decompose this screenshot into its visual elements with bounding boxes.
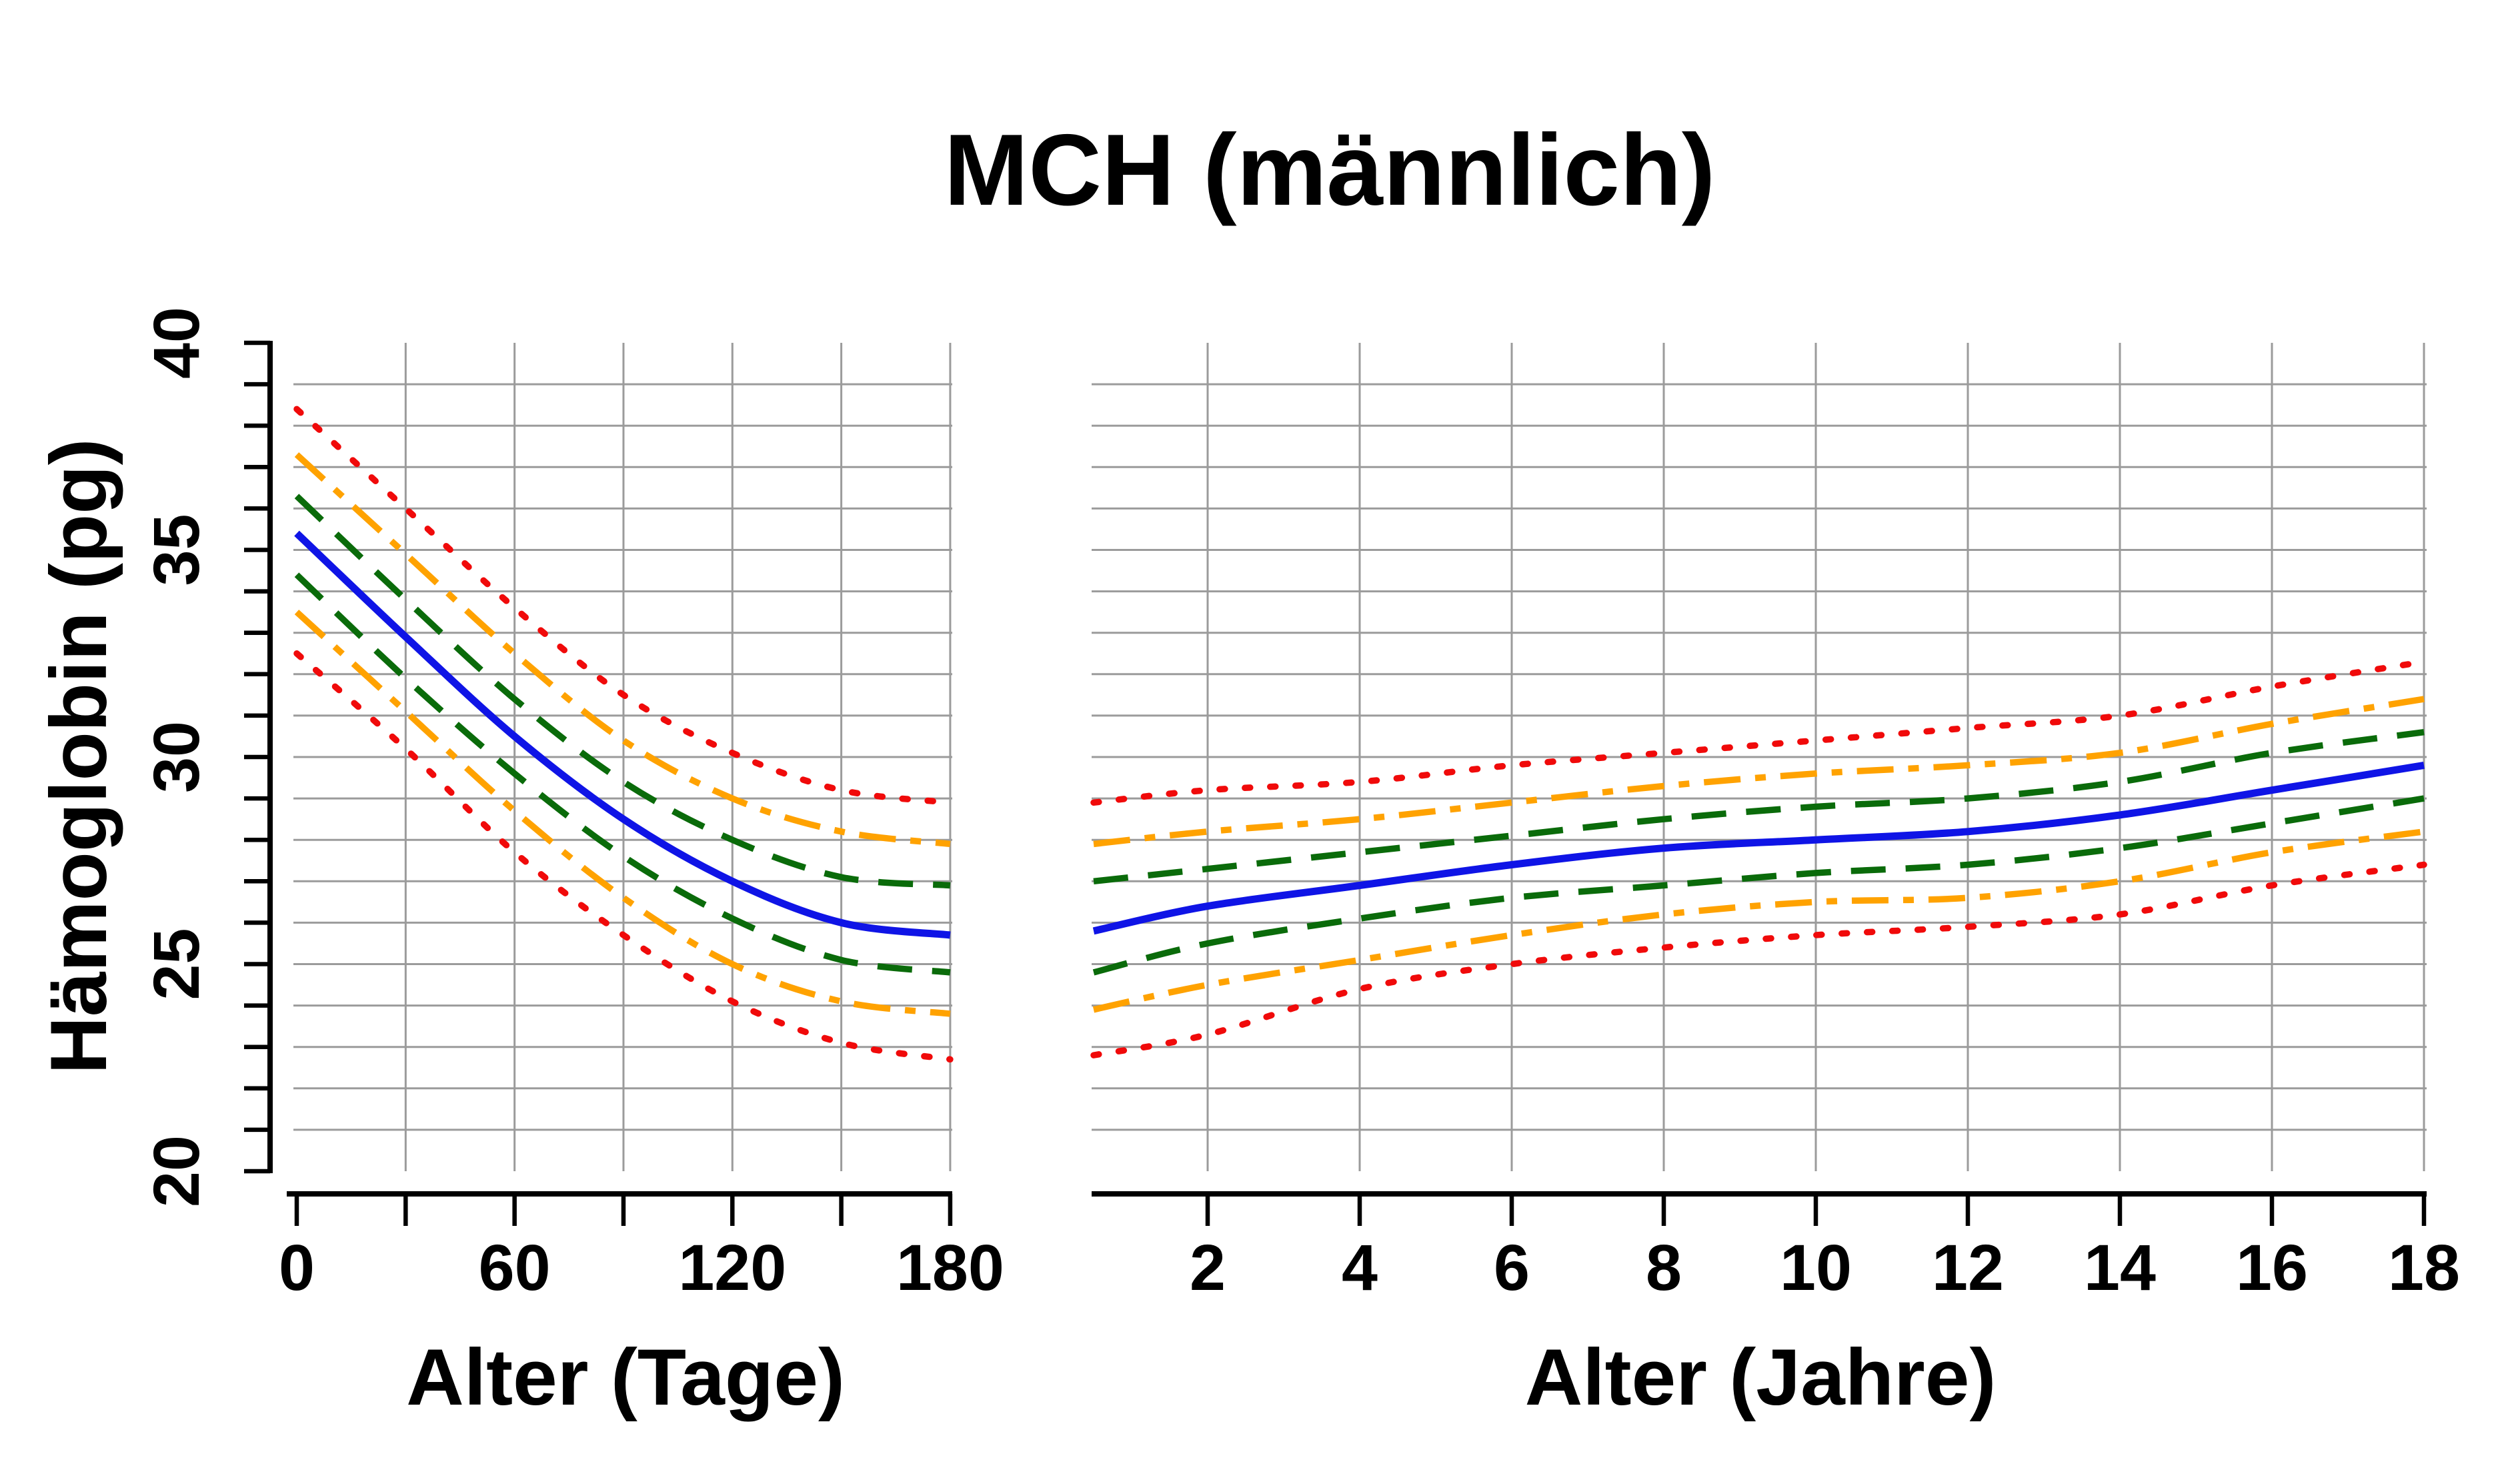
gridlines-days bbox=[293, 343, 952, 1171]
x-axis-label-years: Alter (Jahre) bbox=[1524, 1333, 1997, 1422]
curve-lower-orange-dashdot-days bbox=[294, 610, 951, 1017]
x-tick-label: 14 bbox=[2084, 1231, 2156, 1304]
curve-median-blue-solid-days bbox=[294, 530, 951, 939]
chart-title: MCH (männlich) bbox=[944, 113, 1716, 227]
y-tick-label: 40 bbox=[140, 307, 213, 379]
x-tick-label: 180 bbox=[896, 1231, 1004, 1304]
x-tick-label: 4 bbox=[1342, 1231, 1378, 1304]
x-tick-label: 2 bbox=[1190, 1231, 1226, 1304]
x-tick-label: 0 bbox=[279, 1231, 315, 1304]
y-tick-label: 20 bbox=[140, 1135, 213, 1207]
x-axis-label-days: Alter (Tage) bbox=[406, 1333, 845, 1422]
curve-lower-orange-dashdot-years bbox=[1092, 828, 2425, 1013]
x-tick-label: 120 bbox=[678, 1231, 786, 1304]
x-tick-label: 6 bbox=[1494, 1231, 1530, 1304]
y-tick-label: 35 bbox=[140, 514, 213, 586]
y-tick-label: 30 bbox=[140, 721, 213, 793]
curve-upper-orange-dashdot-years bbox=[1093, 696, 2425, 848]
curve-upper-red-dotted-years bbox=[1090, 658, 2427, 806]
x-tick-label: 60 bbox=[479, 1231, 551, 1304]
curve-lower-green-dashed-days bbox=[294, 572, 951, 976]
x-tick-label: 12 bbox=[1932, 1231, 2004, 1304]
x-tick-label: 10 bbox=[1780, 1231, 1852, 1304]
curve-median-blue-solid-years bbox=[1092, 761, 2425, 935]
curve-upper-green-dashed-days bbox=[294, 494, 951, 889]
x-tick-label: 8 bbox=[1646, 1231, 1682, 1304]
gridlines-years bbox=[1092, 343, 2427, 1171]
curve-upper-green-dashed-years bbox=[1093, 728, 2425, 885]
x-tick-label: 18 bbox=[2388, 1231, 2460, 1304]
curve-lower-green-dashed-years bbox=[1092, 795, 2425, 976]
y-tick-label: 25 bbox=[140, 928, 213, 1000]
x-tick-label: 16 bbox=[2236, 1231, 2308, 1304]
curve-lower-red-dotted-years bbox=[1090, 861, 2427, 1058]
curve-upper-orange-dashdot-days bbox=[294, 452, 951, 848]
